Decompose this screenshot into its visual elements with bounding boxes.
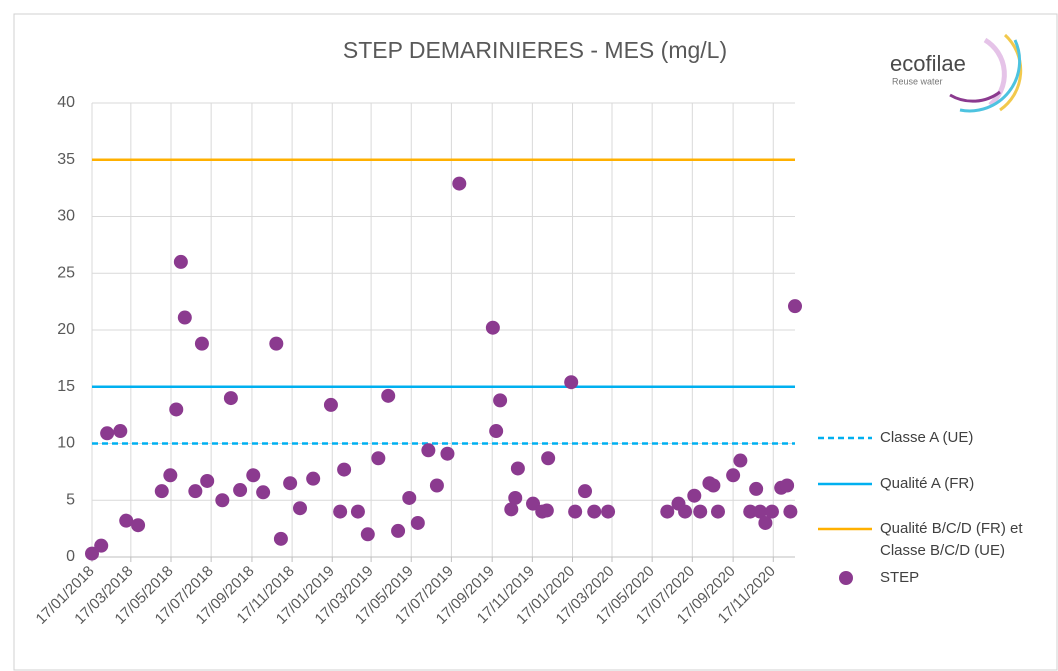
chart-border (13, 13, 1058, 671)
point (601, 504, 616, 519)
point (337, 462, 352, 477)
point (94, 538, 109, 553)
point (163, 468, 178, 483)
logo: ecofilae Reuse water (890, 33, 1023, 113)
legend-label: Classe A (UE) (880, 429, 974, 446)
point (578, 484, 593, 499)
point (504, 502, 519, 517)
point (743, 504, 758, 519)
point (246, 468, 261, 483)
legend-label: Qualité B/C/D (FR) et Classe B/C/D (UE) (880, 520, 1023, 559)
logo-arc (959, 39, 1022, 113)
point (113, 424, 128, 439)
legend-label: Qualité A (FR) (880, 475, 975, 492)
logo-name: ecofilae (890, 51, 966, 76)
y-tick-label: 35 (57, 151, 75, 168)
point (678, 504, 693, 519)
y-tick-label: 40 (57, 94, 75, 111)
y-tick-label: 0 (66, 548, 75, 565)
point (283, 476, 298, 491)
point (173, 254, 188, 269)
point (564, 375, 579, 390)
y-tick-label: 20 (57, 321, 75, 338)
y-tick-label: 25 (57, 264, 75, 281)
logo-arc (949, 90, 1001, 103)
point (440, 446, 455, 461)
logo-tagline: Reuse water (892, 76, 943, 86)
point (273, 531, 288, 546)
point (687, 488, 702, 503)
point (526, 496, 541, 511)
point (333, 504, 348, 519)
point (539, 503, 554, 518)
point (710, 504, 725, 519)
point (200, 473, 215, 488)
point (256, 485, 271, 500)
point (402, 490, 417, 505)
point (293, 501, 308, 516)
point (85, 546, 99, 561)
point (660, 504, 675, 519)
point (764, 504, 779, 519)
logo-arc (983, 37, 1007, 107)
point (780, 478, 795, 493)
point (215, 493, 230, 508)
point (177, 310, 192, 325)
point (131, 518, 146, 533)
point (381, 388, 396, 403)
point (758, 515, 773, 530)
point (753, 504, 768, 519)
point (493, 393, 508, 408)
point (421, 443, 436, 458)
point (508, 490, 523, 505)
point (541, 451, 556, 466)
point (733, 453, 748, 468)
y-tick-label: 5 (66, 491, 75, 508)
point (323, 397, 338, 412)
point (587, 504, 602, 519)
point (485, 320, 500, 335)
point (100, 426, 115, 441)
point (119, 513, 134, 528)
point (452, 176, 467, 191)
legend-label: STEP (880, 569, 920, 586)
point (783, 504, 798, 519)
point (429, 478, 444, 493)
point (306, 471, 321, 486)
point (371, 451, 386, 466)
point (223, 391, 238, 406)
point (726, 468, 741, 483)
y-tick-label: 10 (57, 435, 75, 452)
point (568, 504, 583, 519)
y-tick-label: 15 (57, 378, 75, 395)
point (788, 299, 802, 314)
point (749, 481, 764, 496)
point (391, 523, 406, 538)
point (169, 402, 184, 417)
point (693, 504, 708, 519)
point (706, 478, 721, 493)
y-tick-label: 30 (57, 208, 75, 225)
point (410, 515, 425, 530)
point (269, 336, 284, 351)
point (154, 484, 169, 499)
legend-swatch (839, 571, 853, 585)
chart-title: STEP DEMARINIERES - MES (mg/L) (343, 37, 727, 63)
point (194, 336, 209, 351)
point (233, 483, 248, 498)
point (350, 504, 365, 519)
logo-arc (999, 33, 1023, 112)
point (188, 484, 203, 499)
point (360, 527, 375, 542)
point (510, 461, 525, 476)
point (489, 424, 504, 439)
